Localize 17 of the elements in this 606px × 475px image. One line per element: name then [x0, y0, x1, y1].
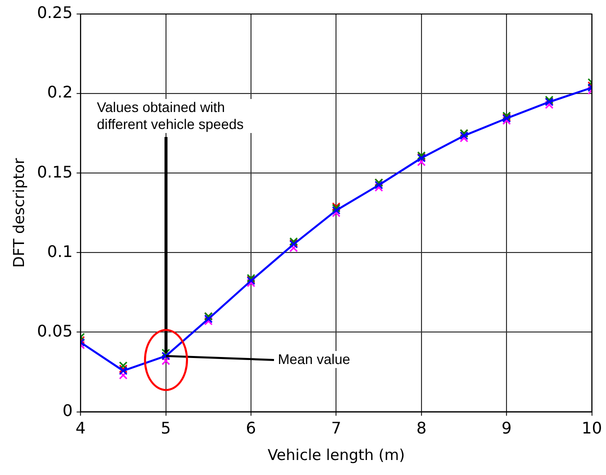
x-axis-title: Vehicle length (m): [268, 446, 405, 464]
y-tick-label: 0.05: [37, 321, 73, 340]
annotation: Mean value: [278, 350, 350, 368]
y-tick-label: 0.1: [47, 242, 73, 261]
x-tick-label: 10: [582, 418, 602, 438]
x-tick-label: 5: [160, 418, 171, 438]
y-tick-label: 0.15: [37, 162, 73, 182]
x-tick-label: 7: [331, 418, 342, 438]
annotation: Values obtained with different vehicle speeds: [96, 98, 262, 133]
y-tick-label: 0: [62, 400, 73, 420]
x-tick-label: 9: [502, 418, 512, 438]
x-tick-label: 8: [416, 418, 427, 438]
y-tick-label: 0.25: [37, 3, 73, 22]
x-tick-label: 4: [76, 418, 86, 438]
y-tick-label: 0.2: [47, 82, 73, 102]
x-tick-label: 6: [246, 418, 256, 438]
y-axis-title: DFT descriptor: [10, 157, 28, 268]
